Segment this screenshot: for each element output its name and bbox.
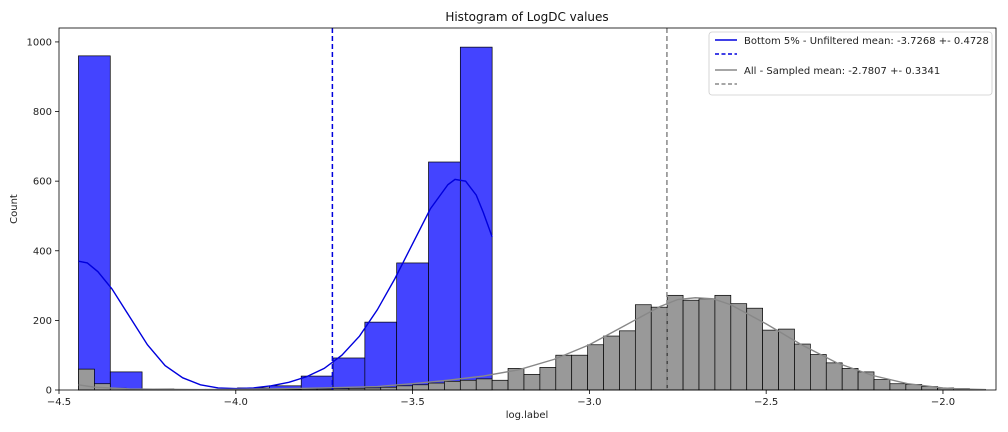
bar-all-43 — [762, 329, 779, 391]
x-tick-label: −3.5 — [400, 397, 424, 408]
bar-all-44 — [778, 328, 795, 391]
bar-all-38 — [682, 299, 700, 391]
bar-all-20 — [396, 385, 413, 391]
bar-all-29 — [539, 367, 557, 391]
x-axis: −4.5 −4.0 −3.5 −3.0 −2.5 −2.0 — [47, 390, 955, 408]
bar-all-32 — [587, 344, 604, 391]
bar-all-34 — [619, 330, 636, 391]
bar-all-41 — [730, 303, 748, 391]
bar-all-23 — [444, 380, 461, 391]
bar-bottom-9 — [364, 321, 398, 391]
kde-line-bottom — [78, 178, 493, 390]
x-tick-label: −2.0 — [931, 397, 955, 408]
legend: Bottom 5% - Unfiltered mean: -3.7268 +- … — [708, 31, 993, 96]
bar-all-40 — [714, 294, 732, 391]
bar-all-39 — [698, 298, 716, 391]
bar-all-24 — [459, 379, 477, 391]
bar-all-50 — [873, 379, 891, 391]
bar-all-51 — [889, 383, 907, 391]
bar-bottom-10 — [396, 262, 429, 391]
bar-all-28 — [523, 373, 541, 391]
y-axis: 0 200 400 600 800 1000 — [27, 37, 59, 397]
bar-bottom-0 — [78, 55, 111, 391]
legend-label-bottom: Bottom 5% - Unfiltered mean: -3.7268 +- … — [744, 36, 989, 47]
y-axis-label: Count — [9, 194, 20, 224]
bar-all-25 — [475, 378, 493, 391]
bar-all-46 — [810, 354, 827, 391]
y-tick-label: 800 — [33, 107, 52, 118]
bar-all-45 — [794, 343, 811, 391]
y-tick-label: 400 — [33, 246, 52, 257]
bar-all-30 — [555, 354, 573, 391]
bar-all-26 — [491, 379, 509, 391]
x-tick-label: −4.0 — [224, 397, 248, 408]
plot-area — [78, 28, 986, 391]
legend-label-all: All - Sampled mean: -2.7807 +- 0.3341 — [744, 66, 940, 77]
axes-frame — [58, 27, 997, 391]
bar-bottom-11 — [428, 161, 461, 391]
y-tick-label: 600 — [33, 177, 52, 188]
bar-bottom-1 — [109, 371, 143, 391]
y-tick-label: 1000 — [27, 37, 52, 48]
bar-bottom-8 — [332, 357, 366, 391]
x-tick-label: −4.5 — [47, 397, 71, 408]
bar-all-47 — [825, 362, 843, 391]
bar-all-37 — [666, 294, 684, 391]
kde-line-all — [78, 297, 986, 391]
bar-all-36 — [650, 306, 668, 391]
x-axis-label: log.label — [506, 410, 549, 421]
bar-all-35 — [634, 304, 652, 391]
bar-all-21 — [412, 384, 429, 391]
y-tick-label: 0 — [46, 386, 52, 397]
y-tick-label: 200 — [33, 316, 52, 327]
chart-title: Histogram of LogDC values — [445, 10, 608, 24]
bar-all-19 — [380, 386, 398, 391]
legend-box — [708, 31, 993, 96]
bar-all-22 — [428, 382, 445, 391]
bar-all-31 — [571, 354, 588, 391]
x-tick-label: −3.0 — [577, 397, 601, 408]
x-tick-label: −2.5 — [754, 397, 778, 408]
bar-bottom-12 — [459, 46, 493, 391]
bar-all-33 — [603, 335, 620, 391]
bar-all-48 — [841, 368, 859, 391]
